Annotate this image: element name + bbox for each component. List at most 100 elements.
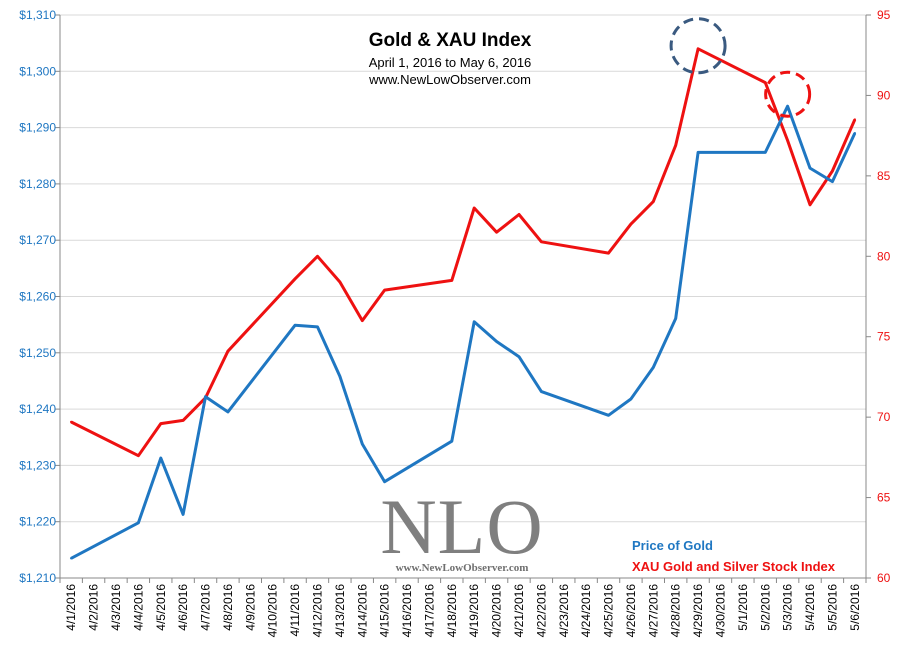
left-axis-tick-label: $1,260 (19, 290, 56, 304)
xau-data-point (808, 203, 812, 207)
x-axis-tick-label: 4/18/2016 (445, 584, 459, 638)
x-axis-tick-label: 4/20/2016 (490, 584, 504, 638)
left-axis-tick-label: $1,270 (19, 233, 56, 247)
watermark-url: www.NewLowObserver.com (395, 562, 529, 574)
gold-data-point (338, 375, 342, 378)
gold-data-point (607, 414, 610, 417)
xau-data-point (316, 255, 319, 258)
xau-data-point (786, 139, 789, 142)
xau-data-point (853, 118, 857, 121)
x-axis-tick-label: 4/23/2016 (557, 584, 571, 638)
watermark-logo: NLO (380, 483, 544, 570)
chart-title-block: Gold & XAU Index April 1, 2016 to May 6,… (290, 30, 610, 87)
chart-subtitle: April 1, 2016 to May 6, 2016 (368, 55, 532, 70)
left-axis-tick-label: $1,310 (19, 8, 56, 22)
x-axis-tick-label: 4/17/2016 (422, 584, 436, 638)
gold-data-point (764, 151, 767, 154)
gold-data-point (159, 456, 162, 460)
left-axis-tick-label: $1,250 (19, 346, 56, 360)
xau-peak-annotation-circle (669, 17, 727, 75)
gold-data-point (495, 340, 498, 343)
right-axis-tick-label: 75 (877, 330, 891, 344)
gold-data-point (540, 390, 543, 393)
chart-legend: Price of Gold XAU Gold and Silver Stock … (632, 538, 835, 580)
xau-data-point (517, 213, 521, 216)
x-axis-tick-label: 4/8/2016 (221, 584, 235, 631)
xau-data-point (450, 279, 454, 282)
xau-data-point (137, 454, 140, 457)
xau-series-line (70, 47, 857, 458)
gold-data-point (831, 180, 834, 183)
x-axis-tick-label: 4/25/2016 (602, 584, 616, 638)
gold-data-point (674, 317, 677, 320)
x-axis-tick-label: 4/30/2016 (713, 584, 727, 638)
gold-series-line (70, 104, 857, 560)
gold-data-point (853, 132, 857, 135)
left-axis-tick-label: $1,230 (19, 458, 56, 472)
legend-xau: XAU Gold and Silver Stock Index (632, 559, 835, 574)
x-axis-tick-label: 5/2/2016 (758, 584, 772, 631)
xau-data-point (764, 81, 767, 84)
gold-data-point (316, 325, 319, 329)
right-axis-tick-label: 95 (877, 8, 891, 22)
x-axis-tick-label: 4/26/2016 (624, 584, 638, 638)
x-axis-tick-label: 5/5/2016 (825, 584, 839, 631)
x-axis-tick-label: 4/27/2016 (646, 584, 660, 638)
xau-data-point (338, 280, 342, 284)
x-axis-tick-label: 4/2/2016 (87, 584, 101, 631)
x-axis-tick-label: 4/28/2016 (669, 584, 683, 638)
x-axis-tick-label: 4/16/2016 (400, 584, 414, 638)
xau-data-point (181, 419, 185, 422)
xau-data-point (69, 420, 73, 424)
gold-data-point (696, 151, 700, 154)
x-axis-tick-label: 4/9/2016 (243, 584, 257, 631)
gold-data-point (808, 166, 812, 170)
x-axis-tick-label: 4/12/2016 (310, 584, 324, 638)
xau-data-point (361, 319, 364, 322)
xau-data-point (383, 288, 386, 292)
x-axis-tick-label: 4/13/2016 (333, 584, 347, 638)
left-axis-tick-label: $1,240 (19, 402, 56, 416)
x-axis-tick-label: 5/6/2016 (848, 584, 862, 631)
xau-data-point (831, 169, 834, 173)
x-axis-tick-label: 4/21/2016 (512, 584, 526, 638)
x-axis-tick-label: 4/6/2016 (176, 584, 190, 631)
gold-data-point (383, 480, 386, 483)
x-axis-tick-label: 4/14/2016 (355, 584, 369, 638)
right-axis-tick-label: 70 (877, 410, 891, 424)
x-axis-tick-label: 4/1/2016 (64, 584, 78, 631)
right-axis-tick-label: 85 (877, 169, 891, 183)
x-axis-tick-label: 4/24/2016 (579, 584, 593, 638)
x-axis-tick-label: 5/1/2016 (736, 584, 750, 631)
right-axis-tick-label: 90 (877, 88, 891, 102)
xau-data-point (540, 240, 543, 244)
x-axis-tick-label: 4/10/2016 (266, 584, 280, 638)
left-axis-tick-label: $1,210 (19, 571, 56, 585)
x-axis-tick-label: 4/5/2016 (154, 584, 168, 631)
gold-data-point (472, 320, 476, 324)
x-axis-tick-label: 4/22/2016 (534, 584, 548, 638)
legend-gold: Price of Gold (632, 538, 713, 553)
gold-data-point (652, 366, 655, 369)
x-axis-tick-label: 4/4/2016 (131, 584, 145, 631)
x-axis-tick-label: 4/11/2016 (288, 584, 302, 637)
xau-data-point (293, 277, 297, 281)
xau-data-point (226, 349, 230, 353)
right-axis-tick-label: 60 (877, 571, 891, 585)
gold-data-point (786, 105, 789, 108)
gold-data-point (293, 324, 297, 327)
x-axis-tick-label: 4/7/2016 (199, 584, 213, 631)
xau-data-point (652, 200, 655, 203)
xau-data-point (495, 230, 498, 234)
x-axis-tick-label: 4/19/2016 (467, 584, 481, 638)
x-axis-tick-label: 5/4/2016 (803, 584, 817, 631)
chart-title: Gold & XAU Index (368, 30, 532, 51)
chart-website: www.NewLowObserver.com (369, 72, 531, 87)
gold-data-point (226, 410, 230, 414)
left-axis-tick-label: $1,300 (19, 64, 56, 78)
xau-data-point (629, 222, 633, 226)
xau-data-point (607, 251, 610, 255)
left-axis-tick-label: $1,220 (19, 515, 56, 529)
gold-data-point (517, 355, 521, 358)
